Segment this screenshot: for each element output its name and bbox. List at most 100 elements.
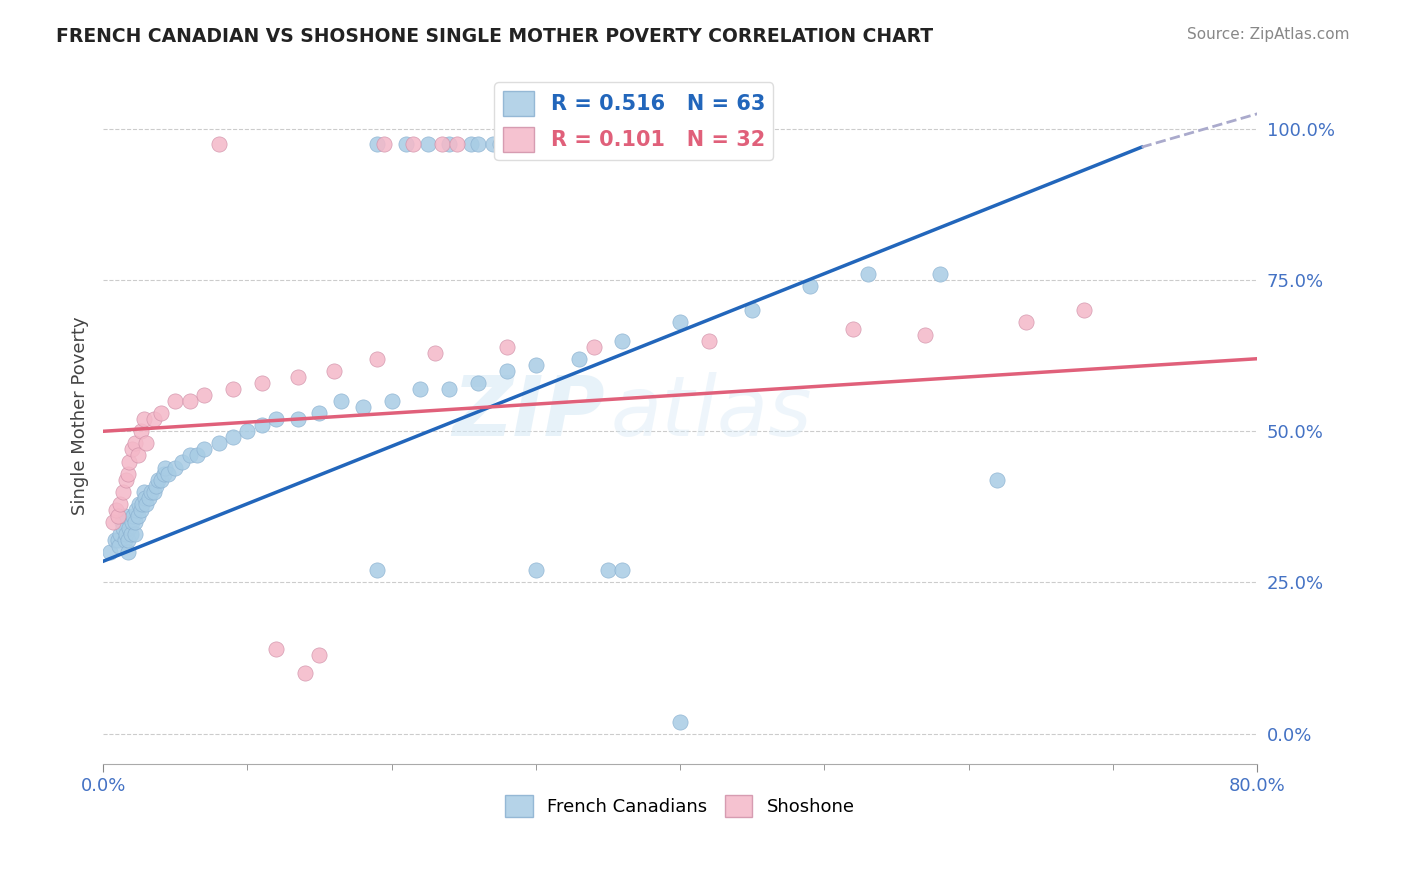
Point [503,137,526,152]
Point [207,137,229,152]
Point [799,279,821,293]
Y-axis label: Single Mother Poverty: Single Mother Poverty [72,317,89,516]
Point [467,137,489,152]
Point [582,340,605,354]
Point [114,508,136,523]
Text: ZIP: ZIP [453,372,605,453]
Point [986,473,1008,487]
Point [366,563,388,577]
Point [697,334,720,348]
Point [145,479,167,493]
Point [496,364,519,378]
Point [172,454,194,468]
Point [179,394,201,409]
Point [134,491,156,505]
Point [117,545,139,559]
Point [114,533,136,548]
Point [127,508,149,523]
Point [446,137,468,152]
Point [423,345,446,359]
Point [524,358,547,372]
Point [138,491,160,505]
Point [294,666,316,681]
Point [121,515,143,529]
Point [395,137,418,152]
Point [222,430,245,444]
Point [107,508,129,523]
Point [596,563,619,577]
Point [308,406,330,420]
Point [107,533,129,548]
Point [517,137,540,152]
Point [416,137,439,152]
Point [612,334,634,348]
Point [165,394,187,409]
Point [193,442,215,457]
Point [153,460,176,475]
Point [568,351,591,366]
Point [135,436,157,450]
Text: FRENCH CANADIAN VS SHOSHONE SINGLE MOTHER POVERTY CORRELATION CHART: FRENCH CANADIAN VS SHOSHONE SINGLE MOTHE… [56,27,934,45]
Point [250,418,273,433]
Point [157,467,180,481]
Point [149,473,172,487]
Point [135,497,157,511]
Point [467,376,489,390]
Legend: French Canadians, Shoshone: French Canadians, Shoshone [498,788,862,824]
Point [352,400,374,414]
Point [112,521,135,535]
Point [118,454,141,468]
Point [1015,315,1038,329]
Point [236,425,259,439]
Point [124,527,146,541]
Point [132,412,155,426]
Point [129,503,152,517]
Point [669,714,692,729]
Point [110,497,132,511]
Point [439,137,461,152]
Point [125,503,148,517]
Point [193,388,215,402]
Point [105,503,128,517]
Point [1073,303,1095,318]
Point [117,467,139,481]
Text: Source: ZipAtlas.com: Source: ZipAtlas.com [1187,27,1350,42]
Point [460,137,482,152]
Point [122,508,145,523]
Point [117,533,139,548]
Point [287,370,309,384]
Point [112,484,135,499]
Point [250,376,273,390]
Point [186,449,208,463]
Point [124,515,146,529]
Point [222,382,245,396]
Point [669,315,692,329]
Point [146,473,169,487]
Point [142,412,165,426]
Point [842,321,865,335]
Point [142,484,165,499]
Point [152,467,174,481]
Point [118,521,141,535]
Point [103,515,125,529]
Point [264,412,287,426]
Text: atlas: atlas [610,372,813,453]
Point [128,497,150,511]
Point [322,364,344,378]
Point [165,460,187,475]
Point [430,137,453,152]
Point [366,137,388,152]
Point [115,527,138,541]
Point [264,642,287,657]
Point [914,327,936,342]
Point [524,563,547,577]
Point [381,394,404,409]
Point [110,527,132,541]
Point [612,563,634,577]
Point [409,382,432,396]
Point [373,137,395,152]
Point [366,351,388,366]
Point [856,267,879,281]
Point [111,515,134,529]
Point [129,425,152,439]
